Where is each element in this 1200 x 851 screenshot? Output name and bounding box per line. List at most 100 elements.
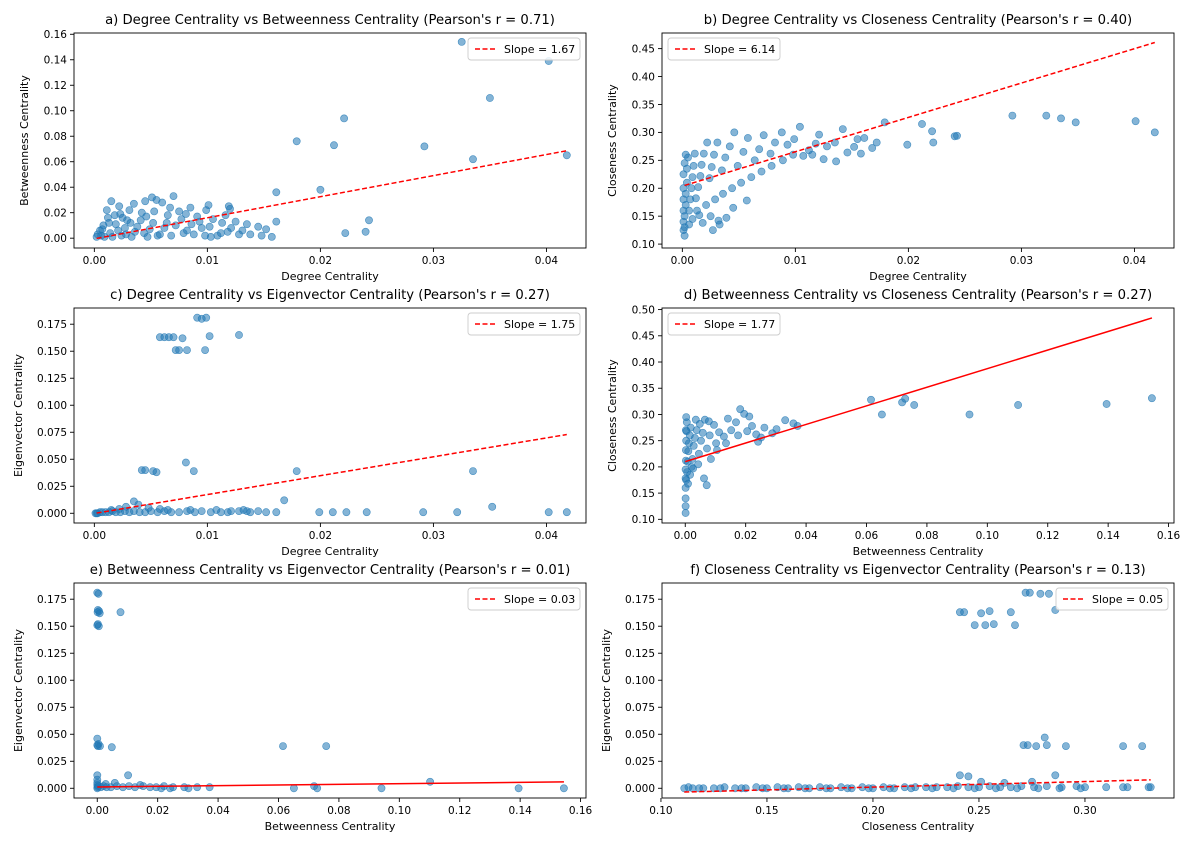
legend: Slope = 1.75 [467,312,581,336]
data-point [1144,783,1153,792]
y-tick-label: 0.30 [632,127,655,139]
regression-line [684,41,1156,187]
data-point [970,621,979,629]
y-tick-label: 0.06 [44,157,68,169]
regression-line [685,317,1153,463]
data-point [703,444,711,453]
chart-title: e) Betweenness Centrality vs Eigenvector… [90,563,571,578]
y-tick-label: 0.075 [37,427,67,439]
data-point [960,608,968,617]
scatter-points [680,588,1155,793]
data-point [900,783,909,792]
data-point [981,621,990,629]
legend-label: Slope = 1.75 [504,318,575,331]
y-tick-label: 0.150 [37,621,67,633]
data-point [166,203,174,212]
x-tick-label: 0.00 [86,805,109,817]
data-point [1011,621,1019,629]
chart-d: d) Betweenness Centrality vs Closeness C… [606,288,1181,558]
data-point [790,135,799,143]
legend-box [667,37,781,61]
legend-box [667,312,781,336]
data-point [780,784,788,793]
x-axis-label: Betweenness Centrality [853,545,984,558]
data-point [175,207,183,216]
scatter-points [92,38,571,241]
data-point [197,507,206,515]
data-point [695,419,704,428]
legend: Slope = 0.05 [1055,587,1169,611]
data-point [823,142,831,151]
data-point [737,178,745,187]
data-point [695,211,704,219]
x-tick-label: 0.00 [83,530,106,542]
chart-e: e) Betweenness Centrality vs Eigenvector… [12,563,593,833]
legend-label: Slope = 6.14 [704,43,775,56]
data-point [832,157,840,166]
data-point [712,439,720,448]
y-axis-label: Closeness Centrality [606,359,619,472]
data-point [1014,401,1022,409]
data-point [316,185,325,194]
y-tick-label: 0.000 [37,508,67,520]
data-point [162,218,171,227]
legend-box [467,312,581,336]
y-tick-label: 0.50 [632,304,655,316]
data-point [688,173,697,181]
data-point [365,216,373,225]
y-tick-label: 0.025 [37,481,67,493]
data-point [684,783,693,792]
y-tick-label: 0.000 [625,783,655,795]
data-point [322,742,331,750]
data-point [218,218,226,227]
data-point [748,422,756,430]
y-axis-label: Betweenness Centrality [18,75,31,206]
data-point [377,784,386,793]
x-axis-label: Betweenness Centrality [265,820,396,833]
data-point [728,184,736,193]
y-tick-label: 0.00 [44,233,67,245]
x-tick-label: 0.03 [422,255,445,267]
data-point [867,395,875,404]
chart-b: b) Degree Centrality vs Closeness Centra… [606,13,1175,283]
regression-line [684,779,1151,793]
x-tick-label: 0.14 [508,805,532,817]
y-tick-label: 0.10 [632,514,655,526]
data-point [201,346,209,354]
axes-frame [73,307,587,524]
legend: Slope = 1.77 [667,312,781,336]
data-point [679,170,688,179]
data-point [197,314,206,323]
data-point [977,609,985,618]
data-point [361,227,370,236]
data-point [167,231,176,240]
data-point [699,149,708,158]
legend-label: Slope = 0.03 [504,593,575,606]
data-point [181,210,190,218]
data-point [142,212,151,221]
y-tick-label: 0.025 [37,756,67,768]
data-point [189,230,198,239]
data-point [1102,400,1111,408]
data-point [681,494,690,503]
data-point [1055,784,1064,793]
data-point [1023,741,1032,749]
data-point [679,206,688,215]
data-point [860,134,869,142]
data-point [864,784,873,793]
data-point [719,189,727,198]
chart-title: d) Betweenness Centrality vs Closeness C… [684,288,1152,303]
data-point [94,589,103,598]
data-point [992,784,1000,793]
data-point [212,506,221,514]
data-point [231,217,240,226]
data-point [292,467,301,475]
data-point [141,466,150,474]
data-point [682,413,691,421]
data-point [150,207,159,216]
data-point [1006,608,1015,617]
data-point [152,468,161,477]
y-tick-label: 0.100 [37,675,67,687]
data-point [340,114,348,123]
